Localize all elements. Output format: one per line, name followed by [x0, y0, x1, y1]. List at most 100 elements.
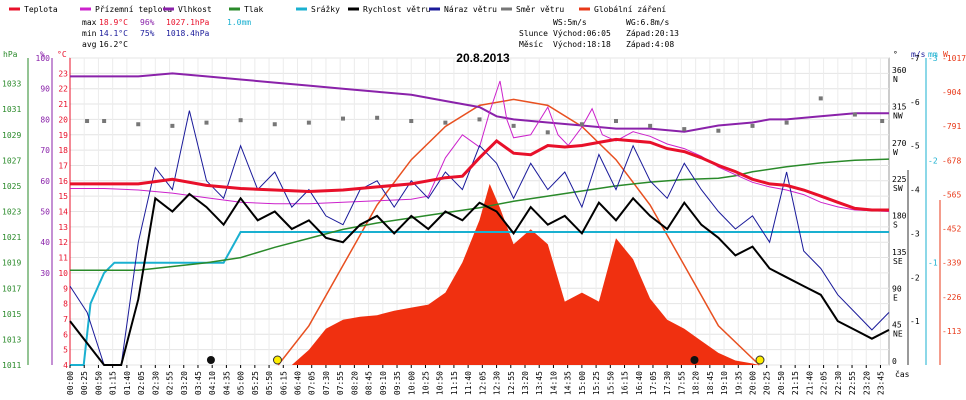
pressure-tick: 1027: [2, 156, 21, 165]
temperature-tick: 14: [58, 208, 68, 217]
left-axes: 1011101310151017101910211023102510271029…: [2, 54, 71, 370]
x-tick-label: 02:55: [166, 371, 175, 395]
stat-min-label: min: [82, 29, 97, 38]
pressure-tick: 1019: [2, 259, 21, 268]
x-tick-label: 08:45: [365, 371, 374, 395]
humidity-tick: 70: [40, 146, 50, 155]
x-tick-label: 04:10: [208, 371, 217, 395]
pressure-tick: 1025: [2, 182, 21, 191]
x-tick-label: 11:15: [450, 371, 459, 395]
temperature-tick: 13: [58, 223, 68, 232]
pressure-unit: hPa: [3, 50, 18, 59]
x-tick-label: 03:45: [194, 371, 203, 395]
stat-min-temp: 14.1°C: [99, 29, 128, 38]
x-tick-label: 22:30: [834, 371, 843, 395]
temperature-tick: 5: [63, 346, 68, 355]
temperature-tick: 20: [58, 115, 68, 124]
temperature-tick: 11: [58, 254, 68, 263]
x-tick-label: 15:25: [592, 371, 601, 395]
direction-tick-label: NW: [893, 112, 903, 121]
pressure-tick: 1029: [2, 131, 21, 140]
x-tick-label: 11:40: [464, 371, 473, 395]
x-tick-label: 07:55: [336, 371, 345, 395]
x-tick-label: 04:35: [222, 371, 231, 395]
x-tick-label: 20:50: [777, 371, 786, 395]
wind-direction-point: [880, 119, 885, 124]
wind-direction-point: [545, 130, 550, 135]
x-tick-label: 19:35: [734, 371, 743, 395]
legend-label-5: Rychlost větru: [363, 5, 431, 14]
x-tick-label: 05:50: [265, 371, 274, 395]
pressure-tick: 1023: [2, 208, 21, 217]
radiation-theoretical-line: [277, 98, 760, 366]
stat-min-press: 1018.4hPa: [166, 29, 210, 38]
wind-direction-point: [238, 118, 243, 123]
temperature-tick: 10: [58, 269, 68, 278]
wind-direction-point: [409, 119, 414, 124]
temperature-tick: 15: [58, 192, 68, 201]
pressure-tick: 1011: [2, 361, 21, 370]
temperature-tick: 8: [63, 300, 68, 309]
humidity-unit: %: [40, 50, 45, 59]
stat-avg-label: avg: [82, 40, 97, 49]
x-tick-label: 22:55: [848, 371, 857, 395]
x-tick-label: 12:05: [478, 371, 487, 395]
wind-speed-line: [69, 192, 890, 366]
wind-direction-point: [750, 123, 755, 128]
wind-direction-point: [818, 96, 823, 101]
wind-direction-point: [511, 123, 516, 128]
x-tick-label: 10:25: [421, 371, 430, 395]
direction-tick-label: N: [893, 75, 898, 84]
wind-direction-point: [784, 120, 789, 125]
sunrise-text: Východ:06:05: [553, 29, 611, 38]
wind-direction-point: [204, 120, 209, 125]
pressure-tick: 1021: [2, 233, 21, 242]
pressure-tick: 1013: [2, 335, 21, 344]
direction-tick-label: W: [893, 148, 898, 157]
stat-max-rain: 1.0mm: [227, 18, 251, 27]
x-axis: 00:00 00:25 00:50 01:15 01:40 02:05 02:30 02:55…: [66, 365, 885, 395]
wind-direction-point: [682, 127, 687, 132]
x-tick-label: 15:50: [606, 371, 615, 395]
x-tick-label: 23:45: [876, 371, 885, 395]
temperature-unit: °C: [57, 50, 67, 59]
x-tick-label: 03:20: [180, 371, 189, 395]
humidity-tick: 50: [40, 208, 50, 217]
humidity-tick: 100: [36, 54, 51, 63]
x-tick-label: 14:10: [549, 371, 558, 395]
wind-direction-point: [477, 117, 482, 122]
wind-speed-info: WS:5m/s: [553, 18, 587, 27]
x-tick-label: 20:00: [749, 371, 758, 395]
right-axes: 360N315NW270W225SW180S135SE90E45NE0-1-2-…: [892, 54, 966, 366]
x-tick-label: 10:00: [407, 371, 416, 395]
stat-max-hum: 96%: [140, 18, 155, 27]
wind-tick: -1: [910, 317, 920, 326]
temperature-tick: 23: [58, 69, 68, 78]
chart-title: 20.8.2013: [456, 51, 510, 65]
x-tick-label: 23:20: [862, 371, 871, 395]
pressure-tick: 1031: [2, 105, 21, 114]
x-tick-label: 21:40: [805, 371, 814, 395]
direction-tick-label: SE: [893, 257, 903, 266]
direction-tick: 315: [892, 103, 907, 112]
moonrise-text: Východ:18:18: [553, 40, 611, 49]
pressure-line: [70, 158, 890, 272]
radiation-unit: W: [943, 50, 948, 59]
radiation-tick: -452: [942, 225, 961, 234]
stat-max-press: 1027.1hPa: [166, 18, 210, 27]
stat-max-temp: 18.9°C: [99, 18, 128, 27]
temperature-tick: 17: [58, 161, 68, 170]
sun-label: Slunce: [519, 29, 548, 38]
pressure-tick: 1033: [2, 80, 21, 89]
temperature-tick: 4: [63, 361, 68, 370]
legend-label-4: Srážky: [311, 5, 340, 14]
stat-max-label: max: [82, 18, 97, 27]
x-tick-label: 17:05: [649, 371, 658, 395]
x-tick-label: 01:15: [109, 371, 118, 395]
rain-line: [70, 231, 889, 366]
direction-tick: 180: [892, 212, 907, 221]
x-axis-label: čas: [895, 369, 910, 379]
x-tick-label: 01:40: [123, 371, 132, 395]
moonset-marker: [206, 356, 215, 364]
